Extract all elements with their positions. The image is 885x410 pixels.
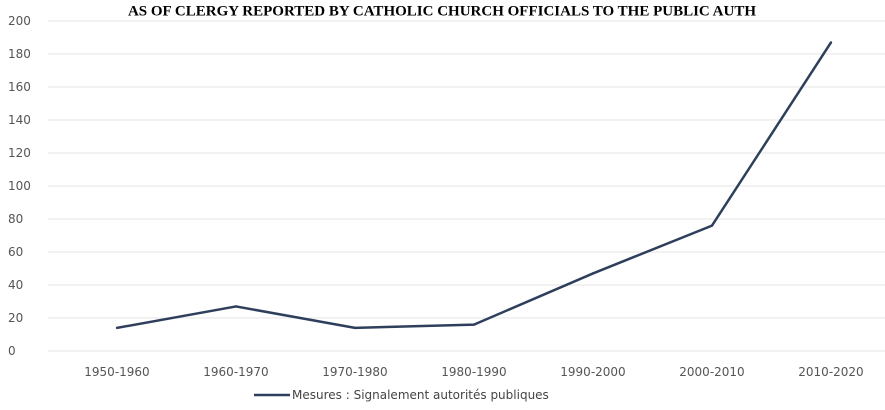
x-tick-label: 1980-1990 bbox=[441, 365, 506, 379]
data-point bbox=[353, 326, 357, 330]
y-tick-label: 200 bbox=[8, 14, 31, 28]
y-axis-ticks: 0 20 40 60 80 100 120 140 160 180 200 bbox=[8, 14, 31, 358]
series-layer bbox=[115, 41, 833, 330]
x-tick-label: 2000-2010 bbox=[679, 365, 744, 379]
y-tick-label: 60 bbox=[8, 245, 23, 259]
x-tick-label: 2010-2020 bbox=[798, 365, 863, 379]
data-point bbox=[115, 326, 119, 330]
y-tick-label: 40 bbox=[8, 278, 23, 292]
y-tick-label: 140 bbox=[8, 113, 31, 127]
chart-title: AS OF CLERGY REPORTED BY CATHOLIC CHURCH… bbox=[128, 4, 756, 20]
y-tick-label: 20 bbox=[8, 311, 23, 325]
y-tick-label: 80 bbox=[8, 212, 23, 226]
grid-lines bbox=[48, 20, 885, 352]
y-tick-label: 160 bbox=[8, 80, 31, 94]
x-tick-label: 1970-1980 bbox=[322, 365, 387, 379]
y-tick-label: 180 bbox=[8, 47, 31, 61]
legend: Mesures : Signalement autorités publique… bbox=[254, 388, 549, 402]
data-point bbox=[591, 272, 595, 275]
x-axis-ticks: 1950-1960 1960-1970 1970-1980 1980-1990 1990… bbox=[84, 365, 863, 379]
data-point bbox=[234, 305, 238, 308]
data-point bbox=[829, 41, 833, 44]
legend-label: Mesures : Signalement autorités publique… bbox=[292, 388, 549, 402]
data-point bbox=[710, 224, 714, 227]
x-tick-label: 1950-1960 bbox=[84, 365, 149, 379]
x-tick-label: 1960-1970 bbox=[203, 365, 268, 379]
y-tick-label: 120 bbox=[8, 146, 31, 160]
x-tick-label: 1990-2000 bbox=[560, 365, 625, 379]
y-tick-label: 100 bbox=[8, 179, 31, 193]
y-tick-label: 0 bbox=[8, 344, 16, 358]
data-point bbox=[472, 323, 476, 326]
